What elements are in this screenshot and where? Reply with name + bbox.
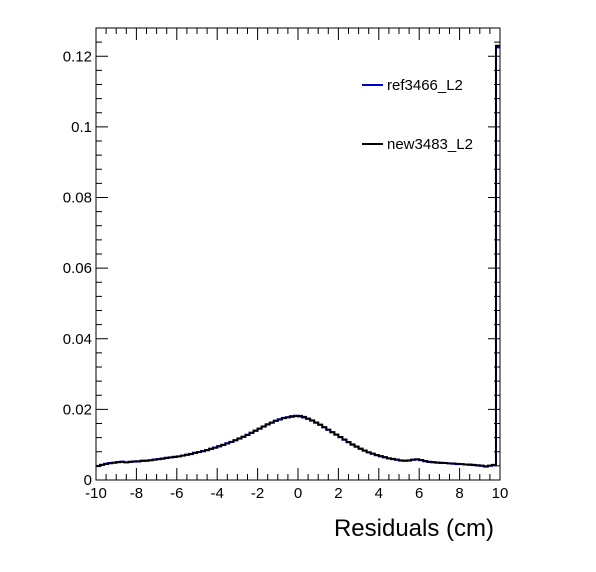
x-tick-label: -10 xyxy=(85,485,107,502)
x-tick-label: -4 xyxy=(211,485,224,502)
series-layer xyxy=(96,44,500,468)
x-tick-label: 10 xyxy=(492,485,509,502)
x-tick-label: 8 xyxy=(455,485,463,502)
x-tick-label: 6 xyxy=(415,485,423,502)
y-tick-label: 0.08 xyxy=(63,190,92,207)
y-tick-label: 0.1 xyxy=(71,119,92,136)
y-tick-label: 0.06 xyxy=(63,260,92,277)
x-axis-title: Residuals (cm) xyxy=(334,515,494,542)
y-tick-label: 0.04 xyxy=(63,331,92,348)
axis-ticks xyxy=(95,27,501,481)
legend-label: new3483_L2 xyxy=(387,136,473,153)
x-tick-label: 2 xyxy=(334,485,342,502)
legend-label: ref3466_L2 xyxy=(387,77,463,94)
x-tick-label: -8 xyxy=(130,485,143,502)
x-tick-label: -2 xyxy=(251,485,264,502)
x-tick-label: -6 xyxy=(170,485,183,502)
x-tick-label: 4 xyxy=(375,485,383,502)
y-tick-label: 0 xyxy=(84,472,92,489)
y-tick-label: 0.02 xyxy=(63,401,92,418)
legend: ref3466_L2 new3483_L2 xyxy=(362,77,473,153)
y-tick-label: 0.12 xyxy=(63,48,92,65)
series-line-new3483_L2 xyxy=(96,44,500,468)
x-tick-label: 0 xyxy=(294,485,302,502)
axis-tick-labels: -10 -8 -6 -4 -2 0 2 4 6 8 10 0 0.02 0.04 0.06 0.08 0.1 0.… xyxy=(63,48,509,502)
